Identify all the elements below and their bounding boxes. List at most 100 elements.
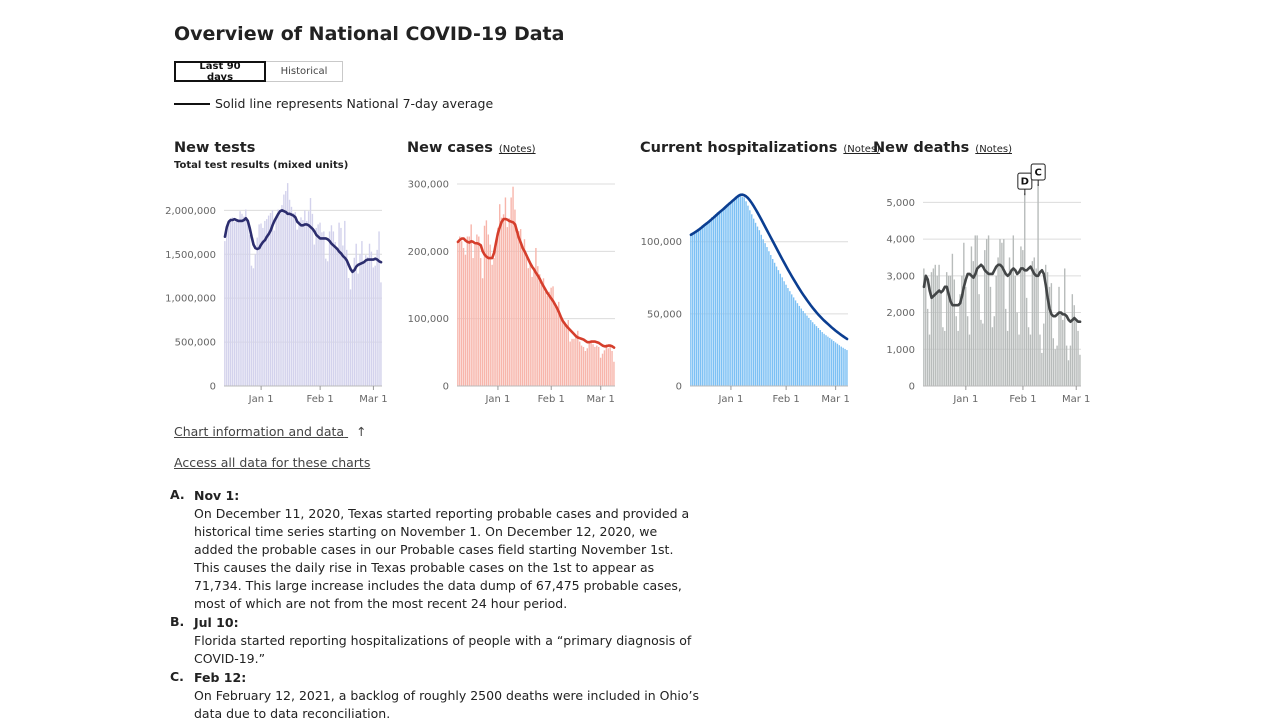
data-bar: [737, 195, 740, 386]
data-bar: [1005, 308, 1007, 386]
y-tick-label: 100,000: [408, 314, 449, 325]
data-bar: [539, 274, 541, 386]
data-bar: [502, 214, 505, 386]
data-bar: [1035, 268, 1037, 386]
data-bar: [970, 246, 973, 386]
data-bar: [732, 200, 734, 386]
annotation-label: D: [1021, 177, 1029, 188]
data-bar: [991, 327, 994, 386]
y-tick-label: 200,000: [408, 247, 449, 258]
data-bar: [347, 277, 350, 386]
note-heading: Nov 1:: [194, 488, 240, 503]
data-bar: [580, 345, 583, 386]
data-bar: [508, 218, 510, 386]
chart-title-deaths: New deaths: [873, 140, 970, 156]
data-bar: [231, 217, 234, 386]
data-bar: [811, 322, 814, 386]
data-bar: [283, 194, 285, 386]
data-bar: [531, 276, 533, 386]
data-bar: [703, 223, 705, 386]
tab-last-90-days[interactable]: Last 90 days: [174, 61, 266, 83]
data-bar: [540, 285, 543, 386]
data-bar: [336, 248, 338, 386]
data-bar: [695, 230, 698, 386]
data-bar: [1064, 268, 1066, 386]
chart-info-link[interactable]: Chart information and data ↑: [174, 424, 367, 439]
data-bar: [260, 223, 262, 386]
data-bar: [485, 220, 488, 386]
data-bar: [542, 278, 545, 386]
data-bar: [1079, 354, 1081, 386]
data-bar: [243, 216, 245, 386]
data-bar: [760, 234, 762, 386]
data-bar: [302, 220, 304, 386]
data-bar: [1060, 312, 1062, 386]
data-bar: [603, 350, 606, 386]
data-bar: [711, 217, 713, 386]
notes-link-hospitalizations[interactable]: (Notes): [843, 144, 881, 155]
data-bar: [292, 212, 295, 386]
data-bar: [692, 232, 694, 386]
data-bar: [972, 261, 975, 386]
data-bar: [233, 221, 236, 386]
data-bar: [827, 336, 829, 386]
notes-link-cases[interactable]: (Notes): [498, 144, 536, 155]
y-tick-label: 1,000,000: [165, 294, 216, 305]
data-bar: [957, 330, 959, 386]
data-bar: [959, 294, 961, 386]
note-heading: Jul 10:: [194, 615, 239, 630]
data-bar: [720, 209, 723, 386]
annotation-marker-c[interactable]: C: [1030, 163, 1046, 186]
data-bar: [285, 191, 287, 386]
data-bar: [1044, 264, 1047, 386]
data-bar: [925, 275, 927, 386]
data-bar: [785, 284, 787, 386]
y-tick-label: 0: [676, 382, 682, 393]
data-bar: [592, 344, 594, 386]
data-bar: [783, 281, 785, 386]
data-bar: [264, 220, 266, 386]
data-bar: [466, 236, 469, 386]
tab-historical[interactable]: Historical: [266, 61, 343, 82]
data-bar: [923, 268, 925, 386]
x-tick-label: Jan 1: [717, 394, 743, 405]
data-bar: [1025, 297, 1028, 386]
data-bar: [586, 348, 588, 386]
chart-new-deaths: 0 1,000 2,000 3,000 4,000 5,000 Jan 1 Feb 1 Mar …: [886, 163, 1090, 405]
data-bar: [693, 231, 696, 386]
data-bar: [699, 227, 702, 386]
data-bar: [758, 230, 761, 386]
note-letter: A.: [170, 487, 185, 502]
note-body: On February 12, 2021, a backlog of rough…: [194, 688, 699, 721]
annotation-marker-d[interactable]: D: [1017, 172, 1033, 196]
data-bar: [838, 345, 841, 386]
data-bar: [365, 255, 367, 386]
data-bar: [237, 219, 239, 386]
data-bar: [567, 320, 569, 386]
data-bar: [472, 258, 474, 386]
data-bar: [817, 328, 820, 386]
data-bar: [525, 256, 528, 386]
data-bar: [945, 272, 948, 386]
data-bar: [997, 257, 999, 386]
y-tick-label: 50,000: [647, 309, 682, 320]
data-bar: [936, 275, 938, 386]
data-bar: [349, 289, 352, 386]
data-bar: [985, 239, 988, 386]
data-bar: [611, 350, 613, 386]
data-bar: [294, 212, 296, 386]
data-bar: [306, 220, 308, 386]
data-bar: [345, 249, 348, 386]
access-data-link[interactable]: Access all data for these charts: [174, 455, 371, 470]
data-bar: [344, 220, 346, 386]
data-bar: [1067, 360, 1070, 386]
data-bar: [361, 241, 363, 386]
notes-link-deaths[interactable]: (Notes): [975, 144, 1012, 155]
data-bar: [307, 211, 310, 386]
data-bar: [571, 338, 573, 386]
y-tick-label: 0: [909, 382, 915, 393]
note-body: Florida started reporting hospitalizatio…: [194, 633, 692, 666]
data-bar: [1029, 334, 1032, 386]
data-bar: [575, 334, 577, 386]
data-bar: [273, 230, 276, 386]
